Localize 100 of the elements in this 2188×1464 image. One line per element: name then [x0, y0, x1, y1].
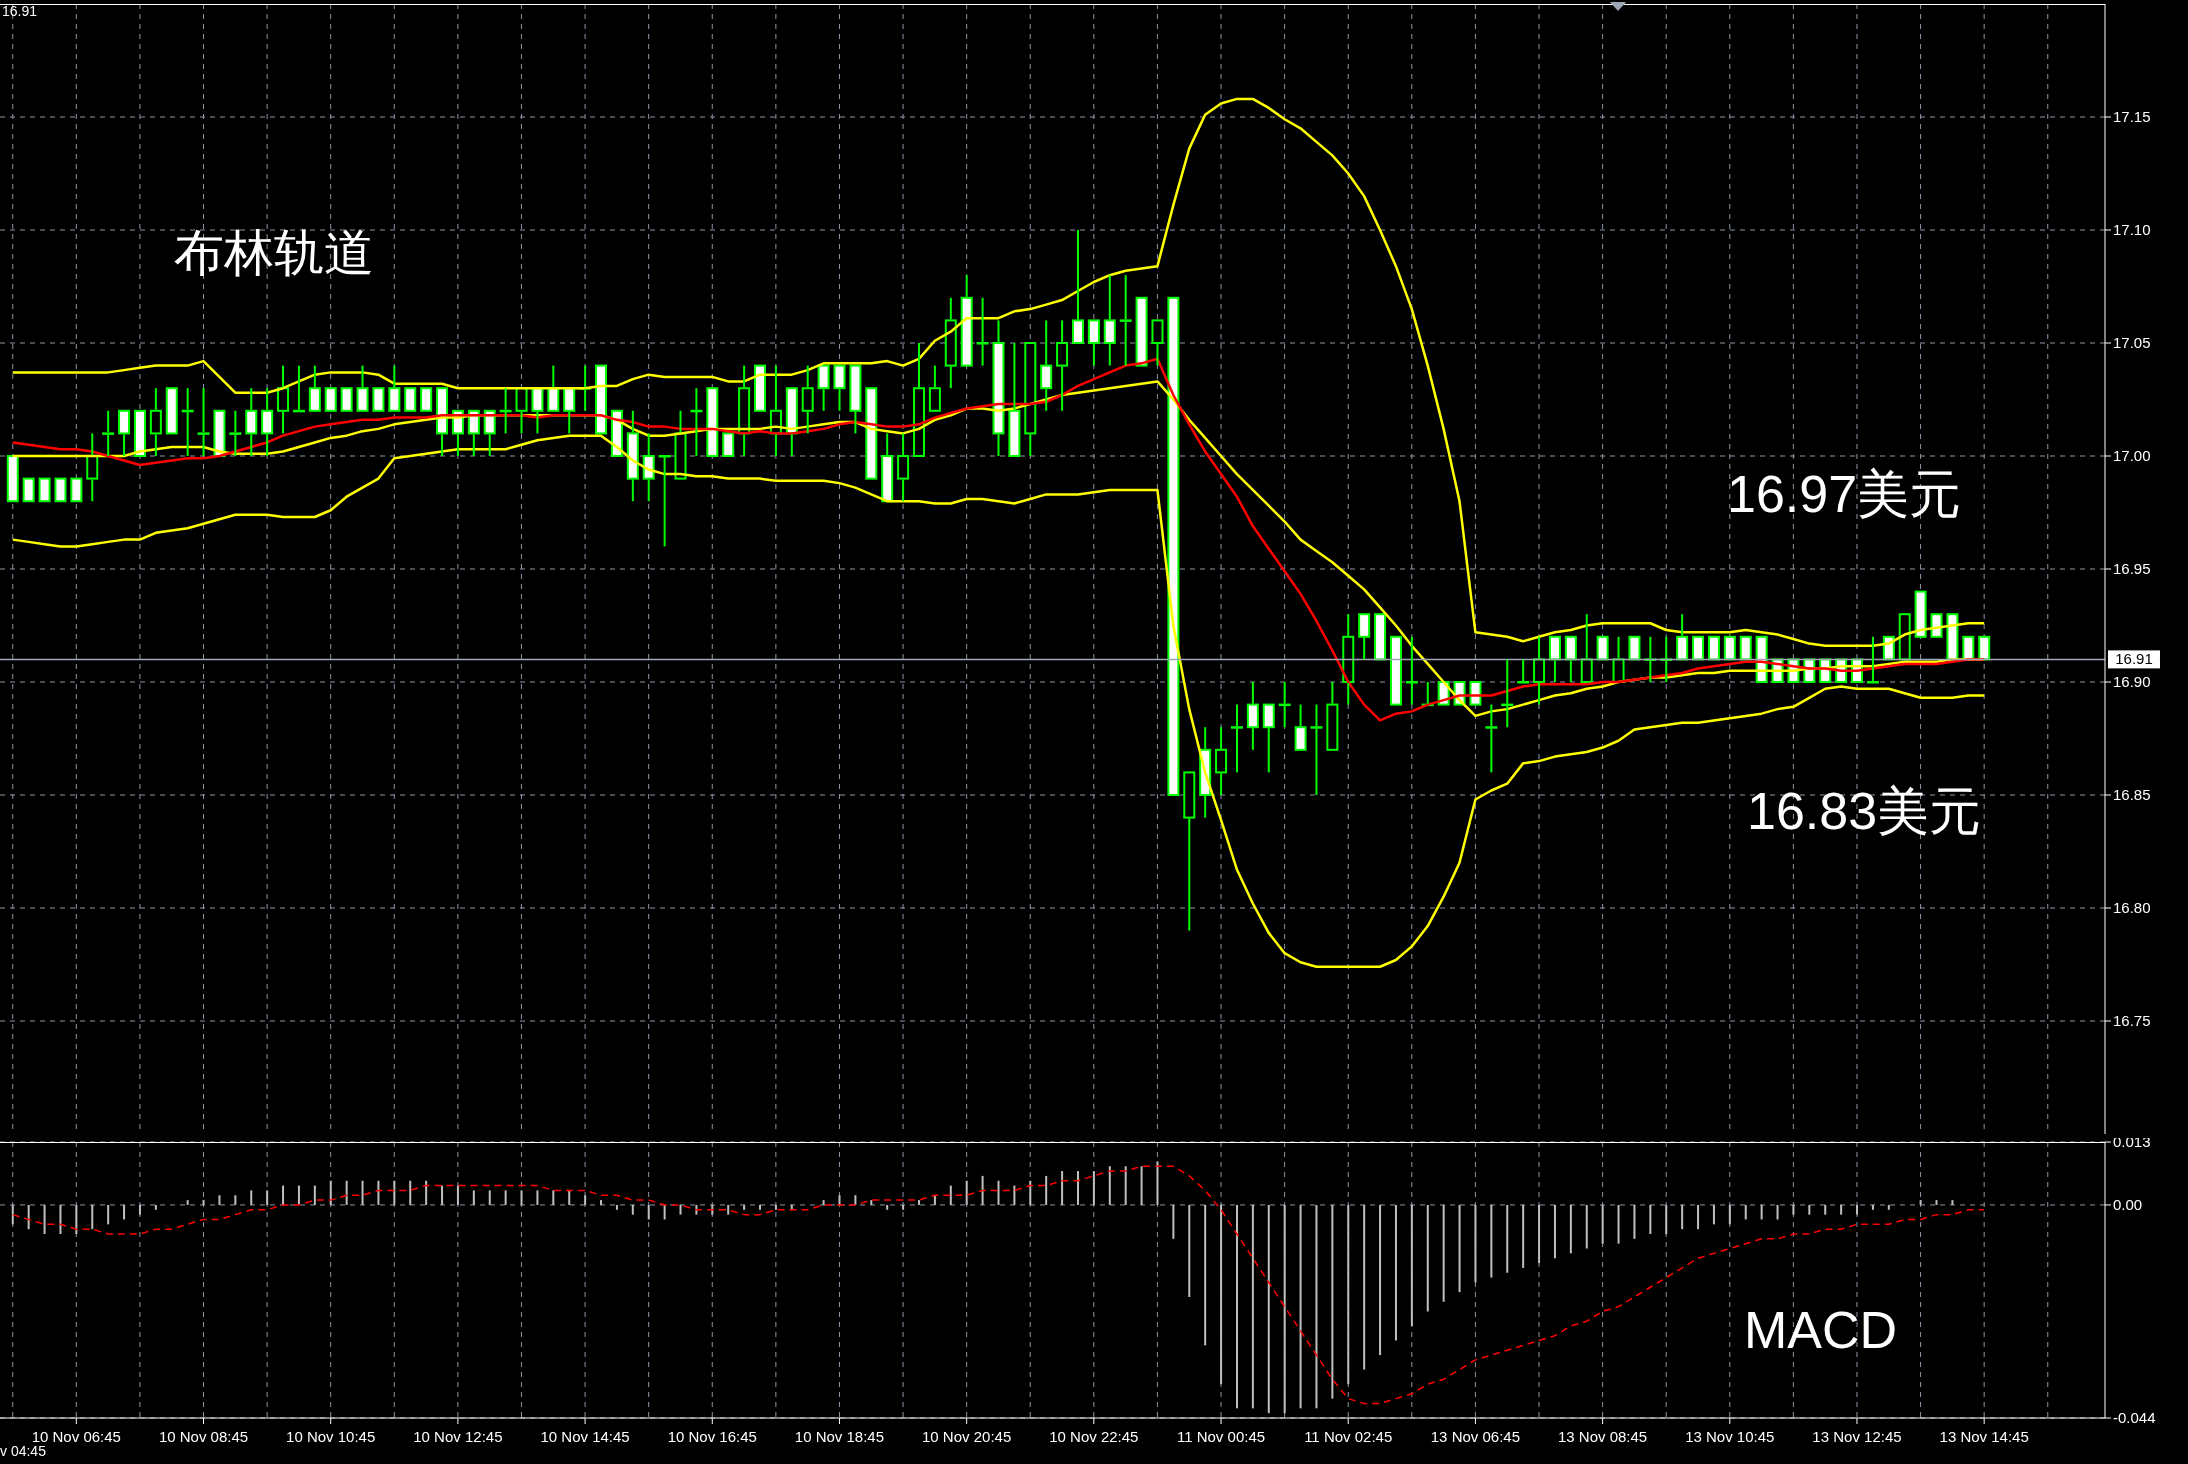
bar — [902, 1204, 905, 1210]
candlestick — [1707, 635, 1720, 661]
bar — [1585, 1204, 1588, 1249]
bar — [1681, 1204, 1684, 1230]
candlestick — [22, 477, 35, 503]
candlestick — [801, 364, 814, 435]
candlestick — [1310, 703, 1323, 796]
y-tick-label: 16.80 — [2113, 899, 2151, 917]
candlestick — [658, 455, 671, 548]
bar — [107, 1204, 110, 1225]
candlestick — [1326, 681, 1339, 751]
bar — [1045, 1175, 1048, 1205]
bar — [1665, 1204, 1668, 1234]
bar — [393, 1180, 396, 1205]
bar — [1712, 1204, 1715, 1225]
bar — [1871, 1204, 1874, 1210]
candlestick — [960, 274, 973, 367]
x-tick-label: 10 Nov 22:45 — [1049, 1428, 1139, 1445]
candlestick — [1978, 635, 1991, 661]
bar — [1061, 1171, 1064, 1205]
bar — [266, 1190, 269, 1205]
candlestick — [1946, 613, 1959, 661]
bar — [822, 1200, 825, 1205]
candlestick — [1040, 319, 1053, 412]
y-tick-label: 17.10 — [2113, 221, 2151, 239]
candlestick — [1564, 635, 1577, 683]
candlestick — [1056, 319, 1069, 412]
candlestick — [372, 387, 385, 412]
candlestick — [642, 432, 655, 503]
candlestick — [149, 387, 162, 457]
bar — [1188, 1204, 1191, 1297]
bar — [965, 1180, 968, 1205]
candlestick — [1739, 635, 1752, 661]
bar — [1442, 1204, 1445, 1302]
y-tick-label: 17.00 — [2113, 447, 2151, 465]
candlestick — [1692, 635, 1705, 661]
bar — [552, 1190, 555, 1205]
candlestick — [515, 387, 528, 435]
candlestick — [1389, 635, 1402, 706]
candlestick — [1262, 703, 1275, 774]
bar — [1474, 1204, 1477, 1283]
candlestick — [1135, 296, 1148, 367]
candlestick — [1898, 613, 1911, 661]
bar — [1824, 1204, 1827, 1215]
bar — [123, 1204, 126, 1220]
bar — [11, 1204, 14, 1225]
bar — [1633, 1204, 1636, 1239]
candlestick — [817, 364, 830, 412]
x-tick-label: 13 Nov 12:45 — [1812, 1428, 1902, 1445]
bar — [1347, 1204, 1350, 1385]
x-tick-label: 10 Nov 12:45 — [413, 1428, 503, 1445]
bar — [1140, 1166, 1143, 1205]
bar — [488, 1190, 491, 1205]
bar — [1522, 1204, 1525, 1268]
bar — [59, 1204, 62, 1234]
candlestick — [1866, 635, 1879, 684]
candlestick — [1246, 681, 1259, 751]
x-tick-label: 13 Nov 10:45 — [1685, 1428, 1775, 1445]
candlestick — [1087, 319, 1100, 367]
bar — [1744, 1204, 1747, 1220]
bar — [886, 1204, 889, 1210]
x-tick-label: 13 Nov 14:45 — [1939, 1428, 2029, 1445]
x-tick-label: 10 Nov 18:45 — [794, 1428, 885, 1445]
bar — [1538, 1204, 1541, 1264]
bar — [918, 1200, 920, 1205]
candlestick — [1723, 635, 1736, 661]
bar — [377, 1180, 380, 1205]
candlestick — [563, 387, 576, 435]
bar — [1649, 1204, 1652, 1234]
line-series — [11, 97, 1986, 648]
bar — [202, 1200, 205, 1205]
candlestick — [324, 387, 337, 412]
bar — [1569, 1204, 1572, 1254]
candlestick — [1008, 342, 1021, 457]
annotation: 16.83美元 — [1747, 782, 1982, 841]
bar — [1156, 1161, 1159, 1205]
candlestick — [531, 387, 544, 435]
bar — [329, 1180, 332, 1205]
y-tick-label: 0.00 — [2113, 1196, 2143, 1214]
y-tick-label: 16.85 — [2113, 786, 2151, 804]
candlestick — [674, 409, 687, 480]
candlestick — [165, 387, 178, 435]
candlestick — [1628, 635, 1641, 661]
bar — [1458, 1204, 1461, 1293]
candlestick — [1230, 703, 1243, 774]
candlestick — [897, 432, 910, 503]
candlestick — [833, 364, 846, 412]
x-tick-label: 13 Nov 06:45 — [1430, 1428, 1521, 1445]
x-tick-label: 10 Nov 16:45 — [667, 1428, 757, 1445]
y-tick-label: -0.044 — [2113, 1409, 2156, 1427]
bar — [1935, 1200, 1938, 1205]
candlestick — [1024, 342, 1037, 457]
y-tick-label: 16.90 — [2113, 673, 2151, 691]
candlestick — [849, 364, 862, 435]
candlestick — [722, 432, 735, 457]
bar — [1601, 1204, 1604, 1244]
ref-line-label: 16.91 — [2115, 650, 2153, 668]
candlestick — [54, 477, 67, 503]
bar — [456, 1185, 459, 1205]
candlestick — [181, 387, 194, 457]
